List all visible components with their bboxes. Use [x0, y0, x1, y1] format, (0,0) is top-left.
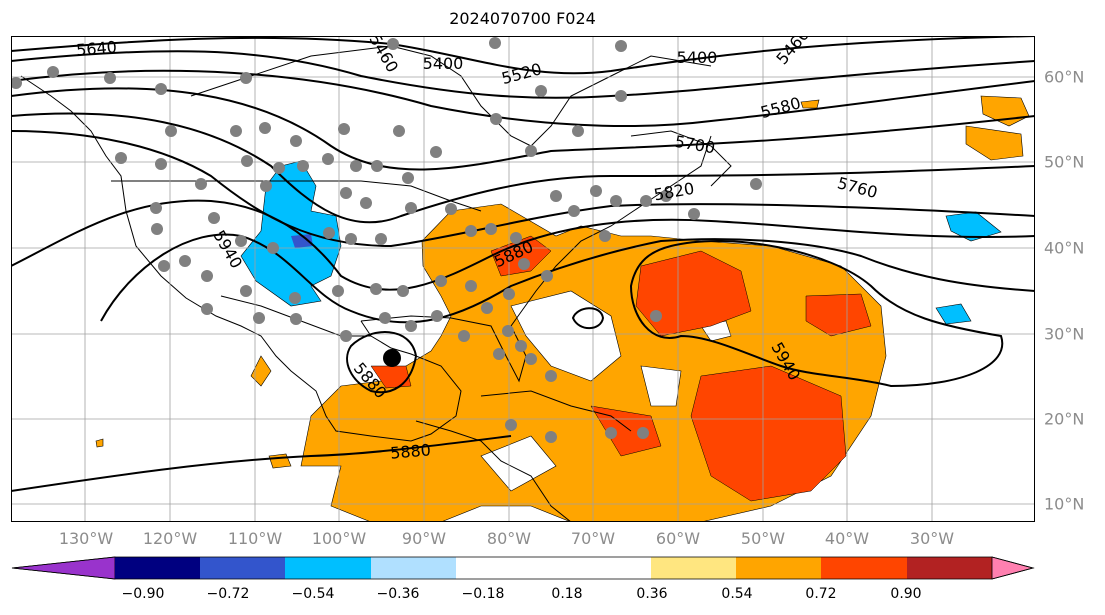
lat-tick-label: 10°N: [1044, 494, 1085, 514]
shading-red: [370, 235, 872, 502]
lon-tick-label: 60°W: [655, 529, 701, 548]
lon-tick-label: 80°W: [486, 529, 532, 548]
shading-holes: [480, 290, 732, 492]
colorbar-tick-label: 0.36: [636, 586, 668, 602]
station-markers: [11, 37, 762, 443]
lon-tick-label: 40°W: [824, 529, 870, 548]
height-contours: [11, 36, 1035, 492]
lat-tick-label: 30°N: [1044, 324, 1085, 344]
colorbar-segment: [200, 557, 285, 579]
lon-tick-label: 130°W: [58, 529, 114, 548]
colorbar-tick-label: 0.90: [890, 586, 922, 602]
contour-label: 5400: [423, 54, 464, 73]
colorbar-segment: [651, 557, 736, 579]
colorbar-tick-label: −0.90: [121, 586, 165, 602]
lat-tick-label: 40°N: [1044, 238, 1085, 258]
colorbar-tick-label: 0.18: [551, 586, 583, 602]
lat-tick-label: 20°N: [1044, 409, 1085, 429]
lon-tick-label: 120°W: [142, 529, 198, 548]
colorbar-tick-label: 0.72: [805, 586, 837, 602]
colorbar-tick-label: −0.72: [206, 586, 250, 602]
colorbar-outline: [11, 556, 1035, 580]
storm-center-marker: [383, 349, 401, 367]
colorbar-segment: [821, 557, 907, 579]
map-panel: 5640 5460 5400 5520 5400 5460 5580 5700 …: [11, 36, 1035, 522]
map-frame: [11, 36, 1035, 522]
colorbar-tick-label: 0.54: [721, 586, 753, 602]
colorbar-extend-low: [11, 556, 116, 580]
colorbar: [11, 556, 1035, 580]
colorbar-tick-label: −0.36: [376, 586, 420, 602]
lon-tick-label: 90°W: [401, 529, 447, 548]
lon-tick-label: 70°W: [570, 529, 616, 548]
colorbar-segment: [456, 557, 651, 579]
map-title: 2024070700 F024: [449, 9, 596, 28]
colorbar-segment: [285, 557, 371, 579]
lon-tick-label: 100°W: [311, 529, 367, 548]
lat-tick-label: 60°N: [1044, 67, 1085, 87]
colorbar-tick-label: −0.54: [291, 586, 335, 602]
shading-purple: [291, 234, 313, 248]
lon-gridlines: [84, 36, 933, 522]
contour-label: 5880: [389, 440, 431, 462]
colorbar-segment: [736, 557, 821, 579]
lon-tick-label: 110°W: [227, 529, 283, 548]
lon-tick-label: 50°W: [740, 529, 786, 548]
contour-label: 5400: [677, 48, 718, 67]
colorbar-segment: [115, 557, 200, 579]
lat-tick-label: 50°N: [1044, 152, 1085, 172]
coastlines: [20, 45, 732, 522]
lon-tick-label: 30°W: [909, 529, 955, 548]
colorbar-segment: [907, 557, 992, 579]
colorbar-tick-label: −0.18: [461, 586, 505, 602]
colorbar-segment: [371, 557, 456, 579]
contour-label: 5640: [75, 37, 117, 59]
lat-gridlines: [11, 76, 1035, 505]
colorbar-extend-high: [991, 556, 1035, 580]
